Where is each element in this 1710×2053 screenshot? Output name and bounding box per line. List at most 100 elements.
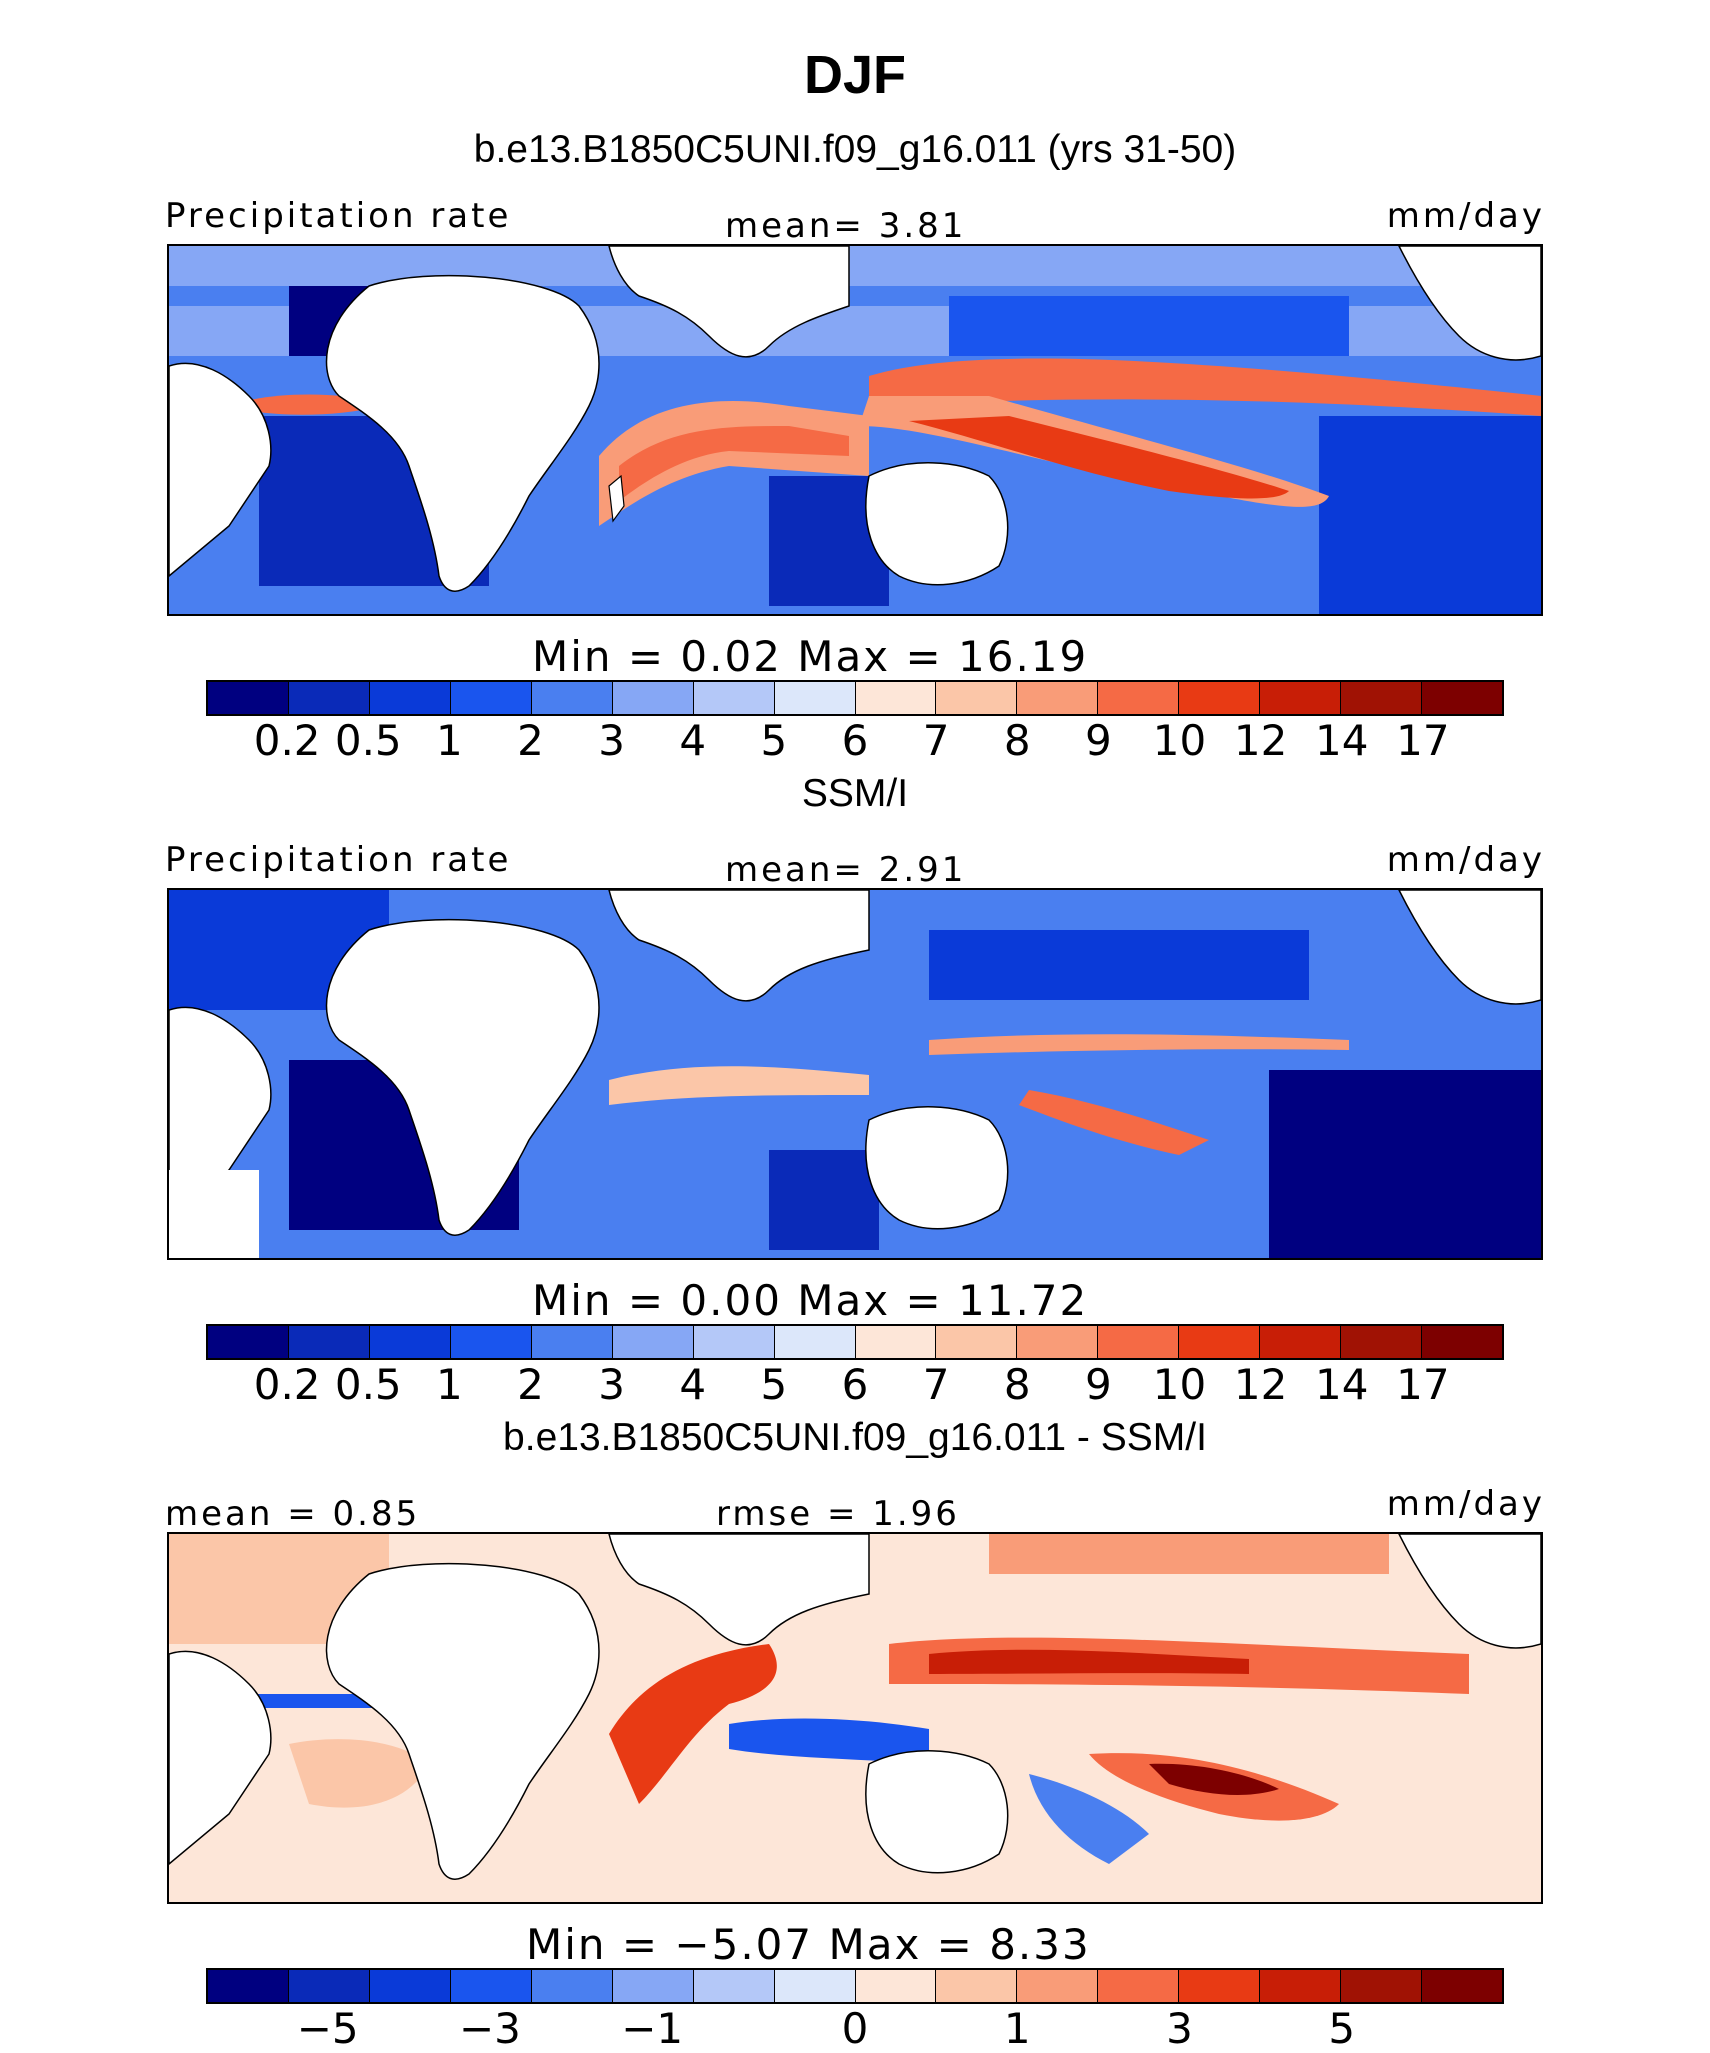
- precip-itcz-indian-core: [619, 426, 849, 501]
- panel-2-title: SSM/I: [801, 772, 909, 815]
- land-north-america: [1398, 246, 1541, 361]
- colorbar-swatch: [1260, 1970, 1342, 2002]
- colorbar-swatch: [369, 1970, 451, 2002]
- colorbar-tick-label: 7: [922, 1360, 950, 1409]
- colorbar-swatch: [936, 1970, 1018, 2002]
- land-africa: [325, 918, 600, 1236]
- precip-dry-north-pacific: [929, 930, 1309, 1000]
- panel-2-minmax: Min = 0.00 Max = 11.72: [532, 1276, 1089, 1325]
- colorbar-swatch: [531, 1970, 613, 2002]
- colorbar-swatch: [369, 682, 451, 714]
- precip-itcz-pacific: [929, 1034, 1349, 1055]
- land-asia: [608, 1534, 870, 1646]
- panel-1-map-svg: [169, 246, 1541, 614]
- diff-south-atlantic: [289, 1739, 429, 1808]
- land-australia: [865, 1750, 1009, 1874]
- colorbar-swatch: [531, 1326, 613, 1358]
- panel-1-units-label: mm/day: [1386, 196, 1545, 236]
- colorbar-swatch: [1098, 1970, 1180, 2002]
- land-australia: [865, 1106, 1009, 1230]
- colorbar-tick-label: 7: [922, 716, 950, 765]
- colorbar-tick-label: 4: [679, 1360, 707, 1409]
- land-madagascar: [608, 474, 625, 523]
- colorbar-swatch: [1422, 1326, 1502, 1358]
- colorbar-tick-label: 1: [436, 716, 463, 765]
- colorbar-tick-label: 14: [1315, 1360, 1369, 1409]
- panel-2-map-svg: [169, 890, 1541, 1258]
- panel-2-units-label: mm/day: [1386, 840, 1545, 880]
- colorbar-swatch: [1098, 1326, 1180, 1358]
- colorbar-swatch: [855, 1970, 937, 2002]
- colorbar-swatch: [450, 1970, 532, 2002]
- colorbar-tick-label: 12: [1233, 1360, 1288, 1409]
- diff-indian-west: [609, 1644, 777, 1804]
- figure-title: DJF: [803, 45, 906, 105]
- colorbar-swatch: [936, 1326, 1018, 1358]
- panel-2-colorbar-ticks: 0.2 0.5 1 2 3 4 5 6 7 8 9 10 12 14 17: [206, 1358, 1504, 1414]
- panel-2-map: [167, 888, 1543, 1260]
- panel-3-title: b.e13.B1850C5UNI.f09_g16.011 - SSM/I: [503, 1416, 1207, 1459]
- colorbar-swatch: [1260, 682, 1342, 714]
- colorbar-tick-label: 5: [760, 1360, 788, 1409]
- colorbar-tick-label: 10: [1152, 716, 1207, 765]
- colorbar-swatch: [1179, 1970, 1261, 2002]
- colorbar-tick-label: 14: [1315, 716, 1369, 765]
- land-north-america: [1398, 890, 1541, 1005]
- panel-3-colorbar-ticks: −5 −3 −1 0 1 3 5: [206, 2002, 1504, 2053]
- panel-1-colorbar-ticks: 0.2 0.5 1 2 3 4 5 6 7 8 9 10 12 14 17: [206, 714, 1504, 770]
- land-south-america: [169, 1650, 272, 1865]
- colorbar-swatch: [208, 1326, 289, 1358]
- panel-1-minmax: Min = 0.02 Max = 16.19: [532, 632, 1089, 681]
- colorbar-tick-label: 17: [1396, 716, 1450, 765]
- colorbar-tick-label: 3: [1166, 2004, 1193, 2053]
- land-australia: [865, 462, 1009, 586]
- panel-3-colorbar: [206, 1968, 1504, 2004]
- panel-2-left-label: Precipitation rate: [165, 840, 512, 880]
- panel-3-minmax: Min = −5.07 Max = 8.33: [526, 1920, 1091, 1969]
- colorbar-swatch: [693, 1970, 775, 2002]
- colorbar-swatch: [1341, 1970, 1423, 2002]
- precip-itcz-pacific: [869, 358, 1541, 416]
- diff-south-pacific-blue: [1029, 1774, 1149, 1864]
- colorbar-swatch: [208, 682, 289, 714]
- colorbar-swatch: [774, 1326, 856, 1358]
- diff-north-pacific: [989, 1534, 1389, 1574]
- colorbar-swatch: [1179, 682, 1261, 714]
- colorbar-tick-label: 9: [1085, 1360, 1112, 1409]
- panel-3-map: [167, 1532, 1543, 1904]
- colorbar-tick-label: 3: [598, 716, 625, 765]
- colorbar-swatch: [288, 1970, 370, 2002]
- colorbar-tick-label: 12: [1233, 716, 1288, 765]
- colorbar-swatch: [855, 1326, 937, 1358]
- colorbar-tick-label: 0.5: [334, 716, 402, 765]
- colorbar-tick-label: 2: [517, 716, 544, 765]
- colorbar-swatch: [450, 682, 532, 714]
- colorbar-tick-label: 1: [1003, 2004, 1031, 2053]
- panel-3-map-svg: [169, 1534, 1541, 1902]
- precip-dry-southeast-pacific: [1319, 416, 1541, 614]
- panel-1-colorbar: [206, 680, 1504, 716]
- colorbar-swatch: [612, 682, 694, 714]
- colorbar-tick-label: 5: [760, 716, 788, 765]
- colorbar-swatch: [208, 1970, 289, 2002]
- precip-dry-north-pacific: [949, 296, 1349, 356]
- land-south-america: [169, 1006, 272, 1221]
- land-north-america: [1398, 1534, 1541, 1649]
- colorbar-swatch: [774, 682, 856, 714]
- precip-dry-southeast-pacific: [1269, 1070, 1541, 1258]
- colorbar-tick-label: 17: [1396, 1360, 1450, 1409]
- panel-3-rmse-label: rmse = 1.96: [716, 1494, 960, 1534]
- colorbar-tick-label: −5: [296, 2004, 359, 2053]
- colorbar-tick-label: −3: [458, 2004, 521, 2053]
- colorbar-swatch: [1017, 1326, 1099, 1358]
- colorbar-swatch: [1098, 682, 1180, 714]
- colorbar-swatch: [855, 682, 937, 714]
- colorbar-tick-label: 3: [598, 1360, 625, 1409]
- diff-indian-east: [729, 1718, 929, 1764]
- colorbar-swatch: [1017, 1970, 1099, 2002]
- land-south-america: [169, 362, 272, 577]
- diff-spcz-core: [1149, 1763, 1279, 1796]
- land-africa: [325, 1562, 600, 1880]
- colorbar-swatch: [369, 1326, 451, 1358]
- colorbar-tick-label: 0.2: [253, 716, 321, 765]
